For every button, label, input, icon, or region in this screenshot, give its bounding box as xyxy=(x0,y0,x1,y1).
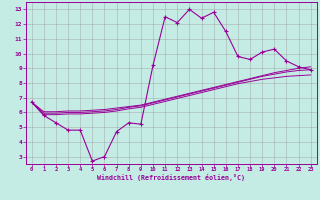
X-axis label: Windchill (Refroidissement éolien,°C): Windchill (Refroidissement éolien,°C) xyxy=(97,174,245,181)
